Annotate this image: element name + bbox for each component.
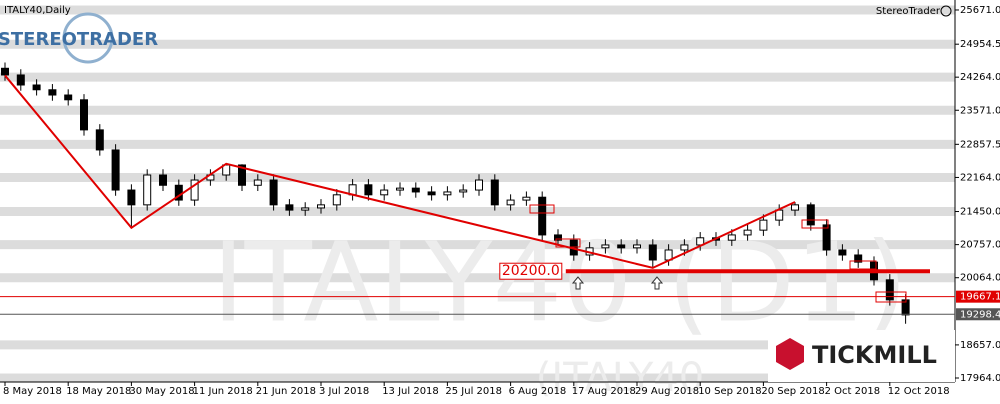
candle-body [554,234,562,241]
box [801,219,829,229]
watermark-bottom: (ITALY40 [536,355,704,400]
candle-body [759,219,768,231]
candle-body [269,179,278,206]
price-label-box [956,290,1000,303]
logo-left: STEREOTRADER [0,12,158,64]
candle-body [822,224,831,251]
smiley [940,5,952,17]
candle-body [332,194,341,206]
candle-body [743,229,752,236]
candle-body [490,179,499,206]
price-label-box [956,308,1000,321]
candle-body [617,244,626,249]
candle-body [317,204,325,209]
candle-body [443,191,452,196]
candle-body [522,196,531,201]
y-tick-label: 21450.0 [960,207,1000,218]
x-tick-label: 30 May 2018 [129,386,194,397]
candle-body [127,189,136,206]
candle-body [301,207,310,211]
candle-body [95,129,104,151]
candle-body [253,179,262,186]
x-tick-label: 17 Aug 2018 [572,386,636,397]
candle-body [727,234,736,241]
logo-icon [776,338,804,370]
box [555,238,581,248]
candle-body [648,244,657,261]
candle-body [475,179,483,191]
y-tick-label: 20064.0 [960,273,1000,284]
y-tick-label: 17964.0 [960,373,1000,384]
y-tick-label: 24954.5 [960,39,1000,50]
candle-body [411,187,420,193]
arrows [571,276,664,290]
y-tick-label: 22857.5 [960,139,1000,150]
zigzag-line [4,74,796,269]
x-tick-label: 29 Aug 2018 [635,386,699,397]
logo-ring [62,12,114,64]
level-label: 20200.0 [502,263,560,279]
candle-body [838,249,847,256]
candle-body [16,74,25,86]
candle-body [459,189,468,193]
box [849,260,877,270]
chart-title: ITALY40,Daily [4,5,71,16]
box [529,204,555,214]
candle-body [190,179,199,201]
arrow [650,276,664,290]
x-tick-label: 3 Jul 2018 [319,386,369,397]
y-tick-label: 20757.0 [960,240,1000,251]
logo-right: TICKMILL [768,330,955,382]
x-tick-label: 25 Jul 2018 [445,386,502,397]
x-tick-label: 13 Jul 2018 [382,386,439,397]
candle-body [143,174,152,206]
candle-body [1,67,9,76]
x-tick-label: 6 Aug 2018 [509,386,567,397]
candle-body [601,244,610,249]
x-tick-label: 20 Sep 2018 [761,386,824,397]
logo-text: STEREOTRADER [0,29,158,50]
logo-text: TICKMILL [812,341,937,369]
candle-body [396,187,404,191]
x-tick-label: 8 May 2018 [3,386,62,397]
x-tick-label: 2 Oct 2018 [825,386,880,397]
y-tick-label: 23571.0 [960,105,1000,116]
y-tick-label: 24264.0 [960,72,1000,83]
candle-body [64,94,73,101]
brand: StereoTrader [876,6,941,17]
candle-body [48,89,57,96]
candle-body [791,204,799,211]
y-tick-label: 25671.0 [960,5,1000,16]
x-tick-label: 11 Jun 2018 [193,386,253,397]
candle-body [159,174,167,186]
x-tick-label: 21 Jun 2018 [256,386,316,397]
candle-body [885,279,894,301]
price-label: 19298.4 [960,309,1000,320]
candle-body [111,149,120,191]
x-tick-label: 12 Oct 2018 [888,386,950,397]
candle-body [80,99,88,131]
candle-body [506,199,515,206]
candle-body [633,244,641,249]
level-label-box [499,262,563,280]
x-tick-label: 18 May 2018 [66,386,131,397]
candle-body [238,164,246,186]
price-label: 19667.1 [960,292,1000,303]
y-tick-label: 18657.0 [960,340,1000,351]
candle-body [680,244,689,251]
candle-body [427,191,436,196]
y-tick-label: 22164.0 [960,172,1000,183]
arrow [571,276,585,290]
candle-body [854,254,863,263]
candle-body [32,84,41,91]
candle-body [285,204,294,211]
candle-body [538,196,547,236]
x-tick-label: 10 Sep 2018 [698,386,761,397]
candle-body [775,209,784,221]
candle-body [364,184,373,196]
candle-body [806,204,815,226]
candle-body [380,189,389,196]
